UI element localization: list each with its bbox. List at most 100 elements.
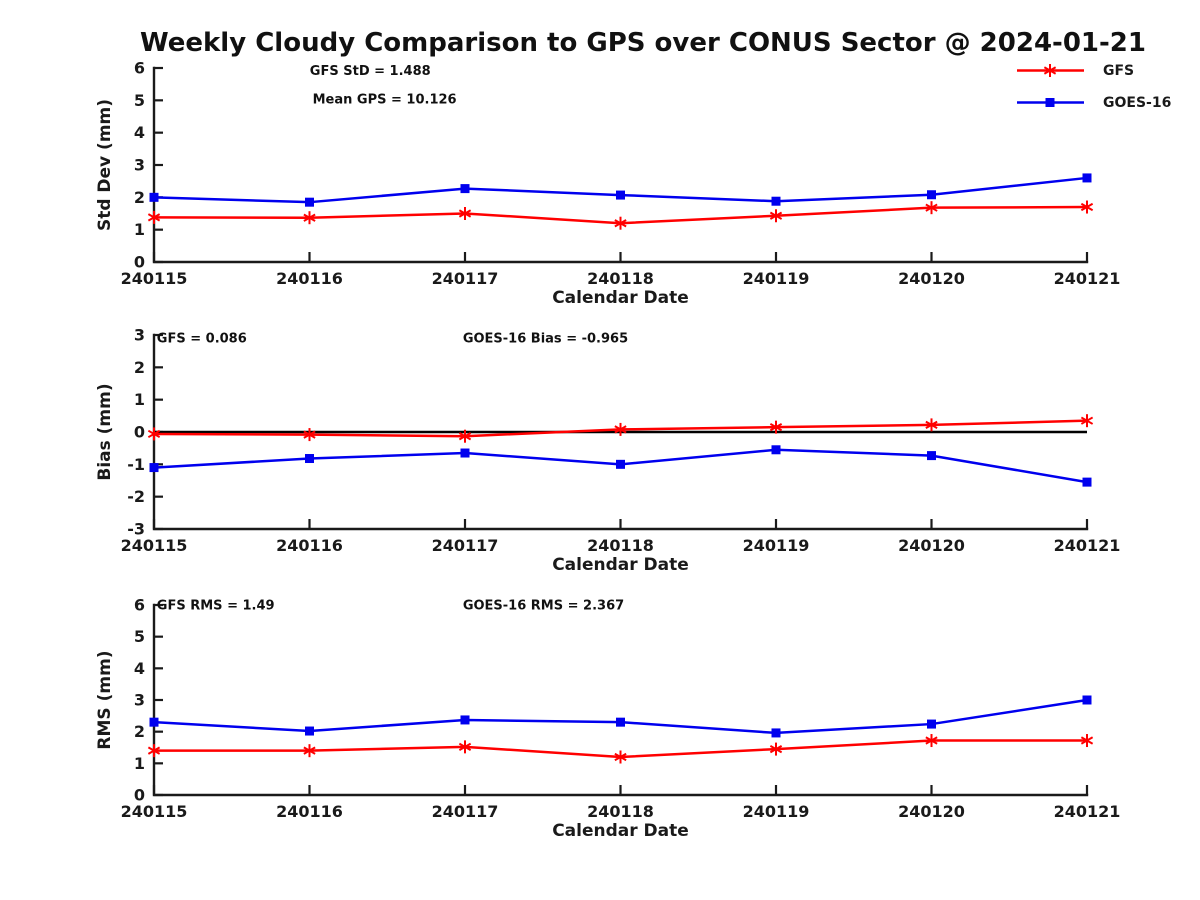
square-marker: [616, 190, 625, 200]
x-tick-label: 240116: [276, 536, 343, 555]
asterisk-marker: [458, 740, 472, 754]
x-axis-title: Calendar Date: [552, 288, 689, 308]
y-tick-label: 3: [134, 156, 145, 175]
square-marker: [616, 459, 625, 469]
x-tick-label: 240115: [121, 802, 188, 821]
x-tick-label: 240118: [587, 802, 654, 821]
y-axis-title: Std Dev (mm): [95, 99, 115, 231]
y-tick-label: 1: [134, 390, 145, 409]
gfs-line-asterisk-icon: [1017, 64, 1084, 77]
asterisk-marker: [1080, 734, 1094, 748]
y-axis-title: RMS (mm): [95, 650, 115, 749]
square-marker: [149, 463, 159, 473]
asterisk-marker: [614, 216, 627, 230]
y-tick-label: 0: [134, 786, 145, 805]
series-line-goes-16: [153, 698, 1088, 735]
asterisk-marker: [458, 429, 472, 443]
y-tick-label: 5: [134, 627, 145, 646]
square-marker: [927, 451, 936, 461]
y-tick-label: 0: [134, 253, 145, 272]
y-tick-label: 6: [134, 596, 145, 615]
x-tick-label: 240118: [587, 536, 654, 555]
square-marker: [1082, 173, 1092, 183]
asterisk-marker: [925, 418, 938, 432]
asterisk-marker: [925, 201, 938, 215]
asterisk-marker: [1043, 64, 1057, 77]
y-tick-label: 1: [134, 754, 145, 773]
x-tick-label: 240119: [743, 802, 810, 821]
square-marker: [927, 190, 936, 200]
x-axis-title: Calendar Date: [552, 821, 689, 841]
square-marker: [771, 728, 781, 738]
x-tick-label: 240119: [743, 536, 810, 555]
y-tick-label: 2: [134, 722, 145, 741]
y-tick-label: -1: [127, 455, 145, 474]
asterisk-marker: [303, 428, 316, 442]
x-axis-title: Calendar Date: [552, 555, 689, 575]
y-tick-label: 3: [134, 691, 145, 710]
annotation-text: Mean GPS = 10.126: [313, 93, 457, 108]
y-tick-label: -2: [127, 487, 145, 506]
asterisk-marker: [614, 422, 627, 436]
x-tick-label: 240120: [898, 269, 965, 288]
legend-label-gfs: GFS: [1103, 62, 1135, 79]
square-marker: [460, 448, 470, 458]
asterisk-marker: [614, 750, 627, 764]
asterisk-marker: [147, 210, 161, 224]
square-marker: [305, 726, 314, 736]
x-tick-label: 240117: [432, 802, 499, 821]
goes16-line-square-icon: [1017, 98, 1084, 107]
axis-spines: [152, 66, 1089, 264]
x-tick-label: 240115: [121, 269, 188, 288]
y-tick-label: 5: [134, 91, 145, 110]
asterisk-marker: [769, 209, 783, 223]
square-marker: [1045, 98, 1055, 107]
asterisk-marker: [1080, 414, 1094, 428]
x-tick-label: 240121: [1054, 269, 1121, 288]
square-marker: [1082, 477, 1092, 487]
asterisk-marker: [303, 211, 316, 225]
square-marker: [771, 196, 781, 206]
square-marker: [1082, 695, 1092, 705]
annotation-text: GFS StD = 1.488: [310, 64, 431, 79]
asterisk-marker: [147, 427, 161, 441]
square-marker: [149, 192, 159, 202]
x-tick-label: 240119: [743, 269, 810, 288]
asterisk-marker: [1080, 200, 1094, 214]
x-tick-label: 240116: [276, 269, 343, 288]
asterisk-marker: [925, 734, 938, 748]
x-tick-label: 240116: [276, 802, 343, 821]
subplot-bias: -3 -2 -1 0 1 2 3 240115 240116 240117 240118 240119…: [95, 326, 1120, 576]
asterisk-marker: [147, 744, 161, 758]
annotation-text: GFS = 0.086: [157, 332, 247, 347]
square-marker: [460, 184, 470, 194]
y-tick-label: 2: [134, 358, 145, 377]
square-marker: [149, 717, 159, 727]
square-marker: [305, 454, 314, 464]
subplot-rms: 0 1 2 3 4 5 6 240115 240116 240117 240118 240119 240…: [95, 596, 1120, 842]
square-marker: [927, 719, 936, 729]
x-tick-label: 240121: [1054, 802, 1121, 821]
y-tick-label: 3: [134, 326, 145, 345]
axis-spines: [152, 603, 1089, 797]
y-tick-label: 4: [134, 123, 145, 142]
asterisk-marker: [769, 420, 783, 434]
legend-label-goes16: GOES-16: [1103, 94, 1172, 111]
asterisk-marker: [769, 742, 783, 756]
x-tick-label: 240118: [587, 269, 654, 288]
y-tick-label: 6: [134, 59, 145, 78]
annotation-text: GFS RMS = 1.49: [157, 599, 275, 614]
y-tick-label: -3: [127, 520, 145, 539]
legend: GFS GOES-16: [1014, 60, 1171, 113]
annotation-text: GOES-16 RMS = 2.367: [463, 599, 624, 614]
x-tick-label: 240117: [432, 536, 499, 555]
x-tick-label: 240121: [1054, 536, 1121, 555]
legend-item-gfs: GFS: [1014, 60, 1171, 81]
x-tick-label: 240120: [898, 802, 965, 821]
x-tick-label: 240115: [121, 536, 188, 555]
y-tick-label: 0: [134, 423, 145, 442]
asterisk-marker: [458, 207, 472, 220]
square-marker: [771, 445, 781, 455]
